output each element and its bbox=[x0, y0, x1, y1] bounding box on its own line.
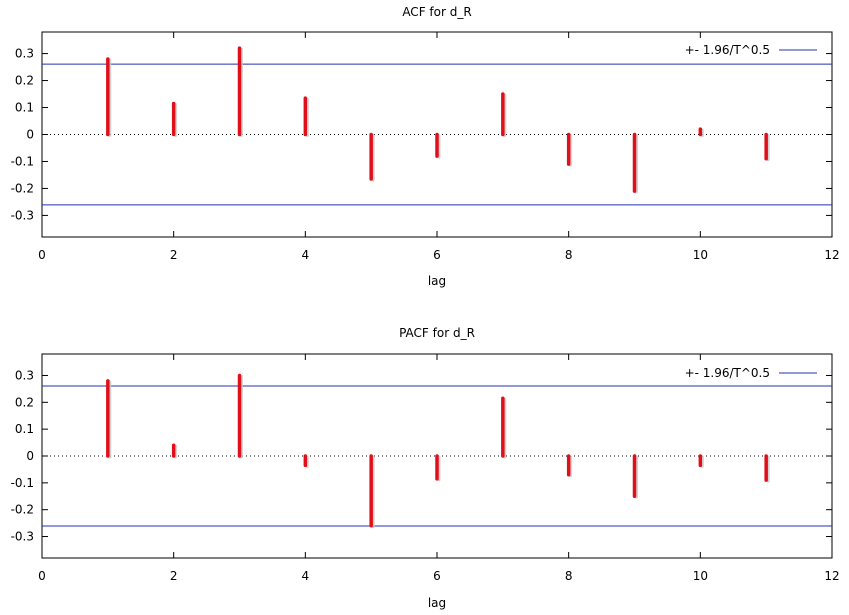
y-tick-label: -0.1 bbox=[11, 476, 34, 490]
x-tick-label: 10 bbox=[693, 569, 708, 583]
x-tick-label: 2 bbox=[170, 569, 178, 583]
y-tick-label: 0.2 bbox=[15, 74, 34, 88]
y-tick-label: -0.3 bbox=[11, 530, 34, 544]
y-tick-label: -0.3 bbox=[11, 208, 34, 222]
legend-label: +- 1.96/T^0.5 bbox=[685, 366, 770, 380]
chart-title: ACF for d_R bbox=[402, 5, 471, 19]
x-tick-label: 6 bbox=[433, 569, 441, 583]
y-tick-label: 0.1 bbox=[15, 101, 34, 115]
x-tick-label: 4 bbox=[302, 569, 310, 583]
x-axis-label: lag bbox=[428, 274, 446, 288]
acf-panel: ACF for d_R 0.3 0.2 0.1 0 -0.1 -0.2 -0.3 0 2 4 6 8 10… bbox=[11, 5, 840, 288]
x-tick-label: 8 bbox=[565, 569, 573, 583]
x-tick-label: 6 bbox=[433, 248, 441, 262]
x-tick-label: 12 bbox=[824, 248, 839, 262]
x-tick-label: 0 bbox=[38, 569, 46, 583]
legend-label: +- 1.96/T^0.5 bbox=[685, 43, 770, 57]
chart-title: PACF for d_R bbox=[399, 326, 475, 340]
y-tick-label: 0.2 bbox=[15, 395, 34, 409]
x-tick-label: 10 bbox=[693, 248, 708, 262]
x-tick-label: 12 bbox=[824, 569, 839, 583]
x-tick-label: 0 bbox=[38, 248, 46, 262]
x-tick-label: 2 bbox=[170, 248, 178, 262]
pacf-panel: PACF for d_R 0.3 0.2 0.1 0 -0.1 -0.2 -0.3 0 2 4 6 8 1… bbox=[11, 326, 840, 610]
y-tick-label: 0 bbox=[26, 128, 34, 142]
y-tick-label: 0.3 bbox=[15, 368, 34, 382]
y-tick-label: -0.2 bbox=[11, 181, 34, 195]
x-tick-label: 4 bbox=[302, 248, 310, 262]
y-tick-label: -0.1 bbox=[11, 154, 34, 168]
y-tick-label: 0.3 bbox=[15, 47, 34, 61]
x-tick-label: 8 bbox=[565, 248, 573, 262]
x-axis-label: lag bbox=[428, 596, 446, 610]
y-tick-label: -0.2 bbox=[11, 503, 34, 517]
y-tick-label: 0.1 bbox=[15, 422, 34, 436]
y-tick-label: 0 bbox=[26, 449, 34, 463]
